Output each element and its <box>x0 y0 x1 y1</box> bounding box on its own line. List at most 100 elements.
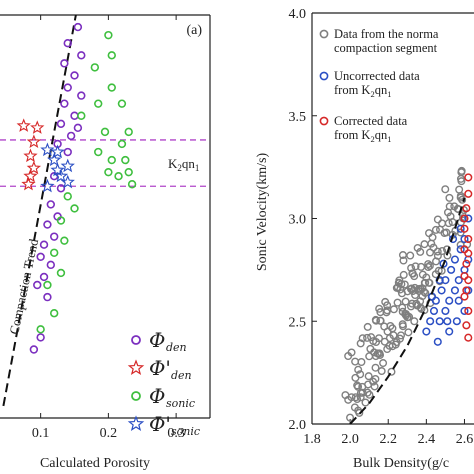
legend-line2: compaction segment <box>334 41 438 55</box>
point-den <box>43 220 52 229</box>
point-normal-compaction <box>388 324 397 333</box>
point-normal-compaction <box>425 229 434 238</box>
point-normal-compaction <box>446 212 455 221</box>
star-point-sonic-corrected <box>50 144 65 159</box>
point-normal-compaction <box>442 228 451 237</box>
zone-label: K2qn1 <box>168 156 199 173</box>
legend-marker <box>319 71 329 81</box>
point-uncorrected <box>445 296 454 305</box>
point-normal-compaction <box>393 298 402 307</box>
legend-symbol: Φ <box>149 384 165 408</box>
point-normal-compaction <box>416 247 425 256</box>
legend-marker <box>131 391 141 401</box>
point-normal-compaction <box>356 339 365 348</box>
point-normal-compaction <box>354 365 363 374</box>
point-corrected <box>464 235 473 244</box>
point-normal-compaction <box>393 283 402 292</box>
legend-symbol: Φ' <box>149 412 171 436</box>
point-den <box>46 200 56 209</box>
point-sonic <box>49 309 59 318</box>
star-point-sonic-corrected <box>47 152 62 167</box>
star-point-sonic-corrected <box>53 168 69 183</box>
point-corrected <box>464 276 473 285</box>
point-den <box>77 91 86 100</box>
point-den <box>49 232 59 241</box>
point-normal-compaction <box>377 367 386 376</box>
point-normal-compaction <box>457 168 466 177</box>
legend-line2-part: qn <box>375 83 388 97</box>
point-normal-compaction <box>408 299 417 308</box>
right-x-tick-label: 2.6 <box>456 432 474 447</box>
right-x-tick-label: 1.8 <box>303 432 321 447</box>
point-normal-compaction <box>387 367 396 376</box>
point-normal-compaction <box>376 350 385 359</box>
point-uncorrected <box>435 317 444 326</box>
point-sonic <box>36 325 45 334</box>
legend-line2-part: from K <box>334 83 370 97</box>
point-normal-compaction <box>420 240 429 249</box>
point-uncorrected <box>443 317 452 326</box>
point-corrected <box>464 306 473 316</box>
legend-marker <box>127 415 145 432</box>
point-sonic <box>107 83 116 92</box>
point-uncorrected <box>460 235 469 244</box>
legend-line2-part: 2 <box>370 134 374 144</box>
point-den <box>70 111 79 120</box>
legend-line2-part: 2 <box>370 89 374 99</box>
point-uncorrected <box>429 306 439 316</box>
point-sonic <box>56 268 66 278</box>
point-normal-compaction <box>399 270 408 279</box>
point-sonic <box>43 280 52 290</box>
point-corrected <box>462 321 471 330</box>
point-den <box>73 123 83 133</box>
point-normal-compaction <box>416 284 425 293</box>
point-normal-compaction <box>375 304 384 313</box>
point-normal-compaction <box>426 248 435 257</box>
point-normal-compaction <box>431 225 440 234</box>
point-normal-compaction <box>435 225 444 234</box>
point-sonic <box>107 51 116 60</box>
legend-line2-part: 1 <box>387 134 391 144</box>
point-normal-compaction <box>398 251 407 260</box>
legend-subscript: sonic <box>166 397 195 410</box>
point-uncorrected <box>447 265 456 274</box>
point-normal-compaction <box>351 393 360 402</box>
right-y-tick-label: 4.0 <box>289 7 307 22</box>
point-sonic <box>117 139 127 149</box>
legend-line1: Uncorrected data <box>334 69 420 83</box>
point-normal-compaction <box>396 334 405 343</box>
point-uncorrected <box>450 286 459 295</box>
star-point-den-corrected <box>26 160 42 175</box>
point-uncorrected <box>441 276 450 285</box>
right-x-tick-label: 2.0 <box>341 432 359 447</box>
point-sonic <box>104 167 113 177</box>
point-normal-compaction <box>363 322 372 331</box>
right-x-tick-label: 2.4 <box>418 432 436 447</box>
point-sonic <box>100 127 110 137</box>
legend-line2-part: 1 <box>387 89 391 99</box>
point-normal-compaction <box>347 348 356 357</box>
point-den <box>77 51 86 60</box>
point-normal-compaction <box>398 322 407 331</box>
point-uncorrected <box>433 337 442 346</box>
left-panel: 0.1 0.2 0.3 Calculated Porosity (a) K2qn1 Comp… <box>0 14 211 471</box>
point-normal-compaction <box>355 408 364 417</box>
point-normal-compaction <box>363 333 372 342</box>
point-sonic <box>124 167 133 177</box>
point-normal-compaction <box>354 382 363 391</box>
point-normal-compaction <box>441 185 450 194</box>
legend-line1: Corrected data <box>334 114 408 128</box>
point-normal-compaction <box>364 372 373 381</box>
left-x-tick-label: 0.3 <box>167 426 185 441</box>
point-corrected <box>460 214 469 223</box>
point-normal-compaction <box>389 305 398 314</box>
point-den <box>39 240 49 249</box>
point-normal-compaction <box>433 247 442 256</box>
right-y-tick-label: 3.5 <box>289 110 307 125</box>
point-normal-compaction <box>404 328 413 337</box>
point-normal-compaction <box>374 334 383 343</box>
point-uncorrected <box>450 255 459 264</box>
legend-line1: Data from the norma <box>334 27 439 41</box>
star-point-den-corrected <box>26 134 42 149</box>
point-normal-compaction <box>371 352 380 361</box>
